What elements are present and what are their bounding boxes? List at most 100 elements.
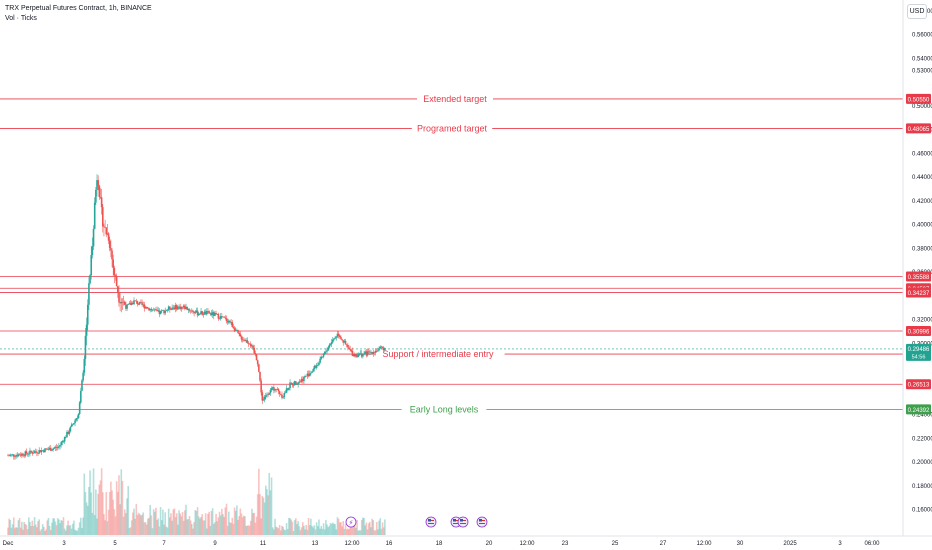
candle-body[interactable]: [202, 314, 205, 315]
candle-body[interactable]: [335, 336, 338, 338]
candle-body[interactable]: [61, 441, 64, 443]
candle-body[interactable]: [162, 310, 164, 311]
candle-body[interactable]: [290, 382, 293, 384]
candle-body[interactable]: [296, 384, 298, 385]
candle-body[interactable]: [155, 309, 157, 310]
candle-body[interactable]: [170, 309, 172, 311]
candle-body[interactable]: [78, 402, 81, 414]
candle-body[interactable]: [151, 309, 154, 311]
candle-body[interactable]: [181, 306, 184, 308]
candle-body[interactable]: [321, 356, 324, 358]
candle-body[interactable]: [41, 450, 44, 451]
candle-body[interactable]: [174, 305, 177, 310]
candle-body[interactable]: [378, 348, 380, 351]
candle-body[interactable]: [382, 347, 385, 351]
candle-body[interactable]: [185, 306, 187, 309]
candle-body[interactable]: [137, 304, 140, 305]
candle-body[interactable]: [189, 310, 192, 312]
candle-body[interactable]: [171, 307, 173, 310]
candle-body[interactable]: [295, 381, 297, 385]
candle-body[interactable]: [367, 351, 370, 352]
candle-body[interactable]: [58, 446, 60, 448]
candle-body[interactable]: [67, 432, 69, 434]
candle-body[interactable]: [252, 345, 254, 349]
candle-body[interactable]: [28, 453, 30, 455]
candle-body[interactable]: [36, 451, 38, 454]
candle-body[interactable]: [33, 451, 36, 454]
candle-body[interactable]: [90, 255, 93, 276]
candle-body[interactable]: [85, 324, 88, 336]
candle-body[interactable]: [115, 276, 118, 287]
candle-body[interactable]: [167, 306, 170, 310]
candle-body[interactable]: [229, 320, 231, 323]
candle-body[interactable]: [193, 311, 195, 314]
candle-body[interactable]: [130, 302, 133, 305]
candle-body[interactable]: [349, 348, 351, 350]
candle-body[interactable]: [203, 311, 206, 315]
candle-body[interactable]: [217, 313, 220, 319]
candle-body[interactable]: [26, 453, 29, 455]
candle-body[interactable]: [119, 302, 121, 304]
level-label[interactable]: Extended target: [423, 94, 487, 104]
candle-body[interactable]: [19, 455, 22, 456]
candle-body[interactable]: [157, 310, 160, 312]
candle-body[interactable]: [338, 335, 341, 337]
candle-body[interactable]: [384, 348, 386, 351]
candle-body[interactable]: [100, 197, 103, 208]
candle-body[interactable]: [288, 388, 290, 390]
candle-body[interactable]: [215, 313, 217, 315]
candle-body[interactable]: [312, 369, 314, 372]
candle-body[interactable]: [118, 292, 120, 303]
candle-body[interactable]: [364, 351, 366, 354]
candle-body[interactable]: [194, 312, 197, 314]
candle-body[interactable]: [311, 371, 313, 373]
candle-body[interactable]: [303, 377, 305, 382]
candle-body[interactable]: [107, 233, 110, 241]
candle-body[interactable]: [353, 354, 356, 357]
candle-body[interactable]: [369, 351, 371, 353]
candle-body[interactable]: [113, 268, 116, 276]
candle-body[interactable]: [362, 354, 364, 357]
candle-body[interactable]: [145, 307, 148, 309]
candle-body[interactable]: [70, 424, 73, 427]
candle-body[interactable]: [267, 394, 269, 396]
candle-body[interactable]: [363, 353, 365, 355]
candle-body[interactable]: [11, 454, 14, 455]
candle-body[interactable]: [260, 380, 262, 393]
candle-body[interactable]: [240, 336, 243, 340]
candle-body[interactable]: [247, 342, 250, 344]
candle-body[interactable]: [269, 390, 272, 394]
indicator-legend[interactable]: Vol · Ticks: [5, 15, 37, 22]
candle-body[interactable]: [9, 454, 12, 456]
candle-body[interactable]: [154, 309, 156, 310]
candle-body[interactable]: [348, 347, 350, 349]
candle-body[interactable]: [212, 312, 215, 316]
candle-body[interactable]: [263, 396, 266, 400]
candle-body[interactable]: [351, 350, 354, 357]
candle-body[interactable]: [232, 326, 235, 329]
candle-body[interactable]: [222, 316, 224, 318]
candle-body[interactable]: [14, 456, 16, 458]
candle-body[interactable]: [375, 350, 378, 352]
candle-body[interactable]: [284, 392, 287, 394]
candle-body[interactable]: [140, 301, 142, 303]
candle-body[interactable]: [178, 306, 180, 308]
candle-body[interactable]: [268, 393, 271, 395]
candle-body[interactable]: [322, 354, 325, 357]
candle-body[interactable]: [38, 450, 41, 454]
candle-body[interactable]: [54, 447, 57, 448]
candle-body[interactable]: [200, 311, 202, 315]
candle-body[interactable]: [136, 301, 139, 305]
candle-body[interactable]: [188, 309, 191, 311]
candle-body[interactable]: [248, 343, 251, 345]
candle-body[interactable]: [149, 308, 151, 311]
candle-body[interactable]: [328, 344, 331, 348]
candle-body[interactable]: [319, 358, 321, 363]
candle-body[interactable]: [74, 420, 76, 424]
candle-body[interactable]: [336, 333, 339, 337]
candle-body[interactable]: [355, 354, 357, 357]
candle-body[interactable]: [152, 309, 155, 311]
candle-body[interactable]: [225, 318, 228, 322]
candle-body[interactable]: [111, 250, 113, 260]
